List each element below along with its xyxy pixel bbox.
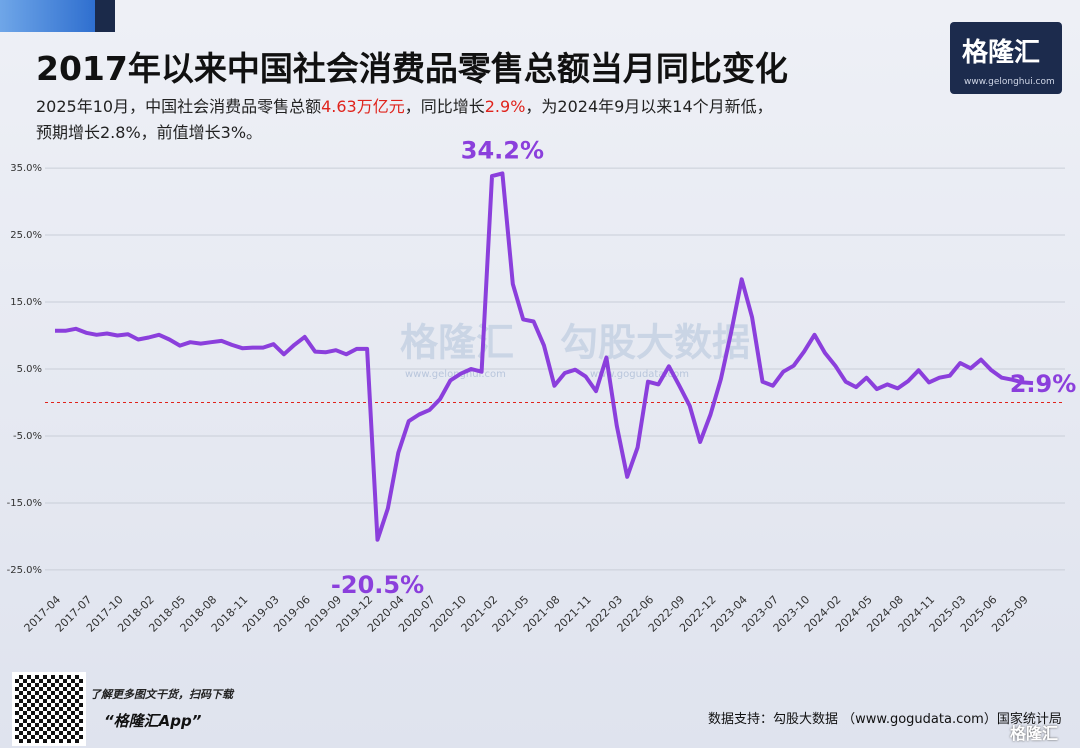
data-label: -20.5% [331, 571, 424, 599]
logo-url: www.gelonghui.com [964, 77, 1055, 87]
y-tick-label: -5.0% [13, 431, 42, 442]
data-label: 2.9% [1010, 370, 1077, 398]
title: 2017年以来中国社会消费品零售总额当月同比变化 [36, 49, 788, 88]
qr-caption: 了解更多图文干货，扫码下载 [90, 688, 233, 701]
data-label: 34.2% [461, 136, 544, 164]
watermark: 格隆汇 [400, 321, 514, 365]
y-tick-label: 25.0% [10, 230, 42, 241]
subtitle-text: 4.63万亿元 [321, 97, 405, 116]
y-tick-label: 5.0% [17, 364, 42, 375]
series-line [55, 171, 1034, 542]
subtitle-text: 2.9% [484, 97, 526, 116]
subtitle-line: 预期增长2.8%，前值增长3%。 [36, 120, 773, 146]
watermark: 勾股大数据 [560, 321, 750, 365]
subtitle-text: 预期增长2.8%，前值增长3%。 [36, 123, 263, 142]
app-name: “格隆汇App” [104, 712, 202, 730]
qr-code [12, 672, 86, 746]
y-tick-label: -25.0% [7, 565, 42, 576]
subtitle-text: ，为2024年9月以来14个月新低， [525, 97, 773, 116]
y-tick-label: 35.0% [10, 163, 42, 174]
source: 数据支持：勾股大数据 （www.gogudata.com）国家统计局 [708, 712, 1062, 727]
corner-block [0, 0, 95, 32]
subtitle-text: 2025年10月，中国社会消费品零售总额 [36, 97, 322, 116]
y-tick-label: 15.0% [10, 297, 42, 308]
subtitle-line: 2025年10月，中国社会消费品零售总额4.63万亿元，同比增长2.9%，为20… [36, 94, 773, 120]
y-tick-label: -15.0% [7, 498, 42, 509]
corner-block [95, 0, 115, 32]
footer-logo: 格隆汇 [1010, 724, 1059, 743]
watermark: www.gogudata.com [590, 369, 689, 380]
subtitle: 2025年10月，中国社会消费品零售总额4.63万亿元，同比增长2.9%，为20… [36, 94, 773, 146]
logo-box: 格隆汇 www.gelonghui.com [950, 22, 1062, 94]
watermark: www.gelonghui.com [405, 369, 506, 380]
logo: 格隆汇 [962, 38, 1041, 68]
subtitle-text: ，同比增长 [404, 97, 485, 116]
